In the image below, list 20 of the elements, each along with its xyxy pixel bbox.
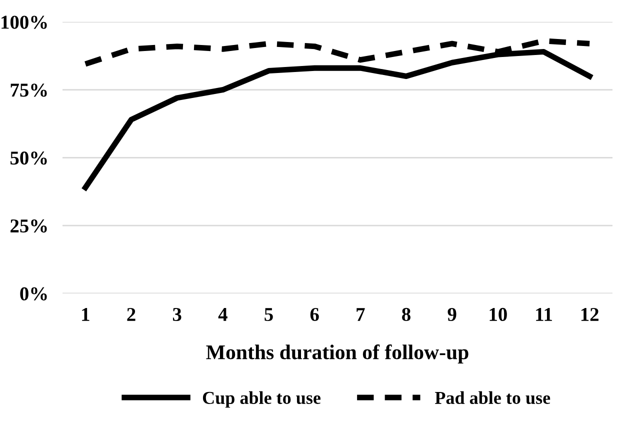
y-tick-label: 75% [10, 84, 47, 97]
x-tick-label: 8 [402, 308, 410, 322]
y-tick-label: 100% [2, 16, 47, 29]
x-tick-label: 1 [82, 308, 90, 321]
legend-label: Cup able to use [202, 391, 320, 408]
x-tick-label: 5 [264, 308, 273, 322]
x-tick-label: 3 [172, 308, 182, 322]
legend-label: Pad able to use [435, 391, 550, 404]
x-tick-label: 7 [356, 308, 365, 321]
y-tick-label: 50% [10, 151, 47, 165]
x-tick-label: 10 [490, 308, 507, 322]
x-tick-label: 6 [310, 308, 319, 322]
x-axis-title: Months duration of follow-up [206, 344, 468, 364]
x-tick-label: 9 [448, 308, 456, 322]
y-tick-label: 0% [20, 287, 47, 300]
x-tick-label: 2 [127, 308, 136, 321]
x-tick-label: 12 [581, 308, 598, 321]
y-tick-label: 25% [10, 219, 47, 233]
x-tick-label: 11 [536, 308, 552, 321]
x-tick-label: 4 [218, 308, 228, 321]
